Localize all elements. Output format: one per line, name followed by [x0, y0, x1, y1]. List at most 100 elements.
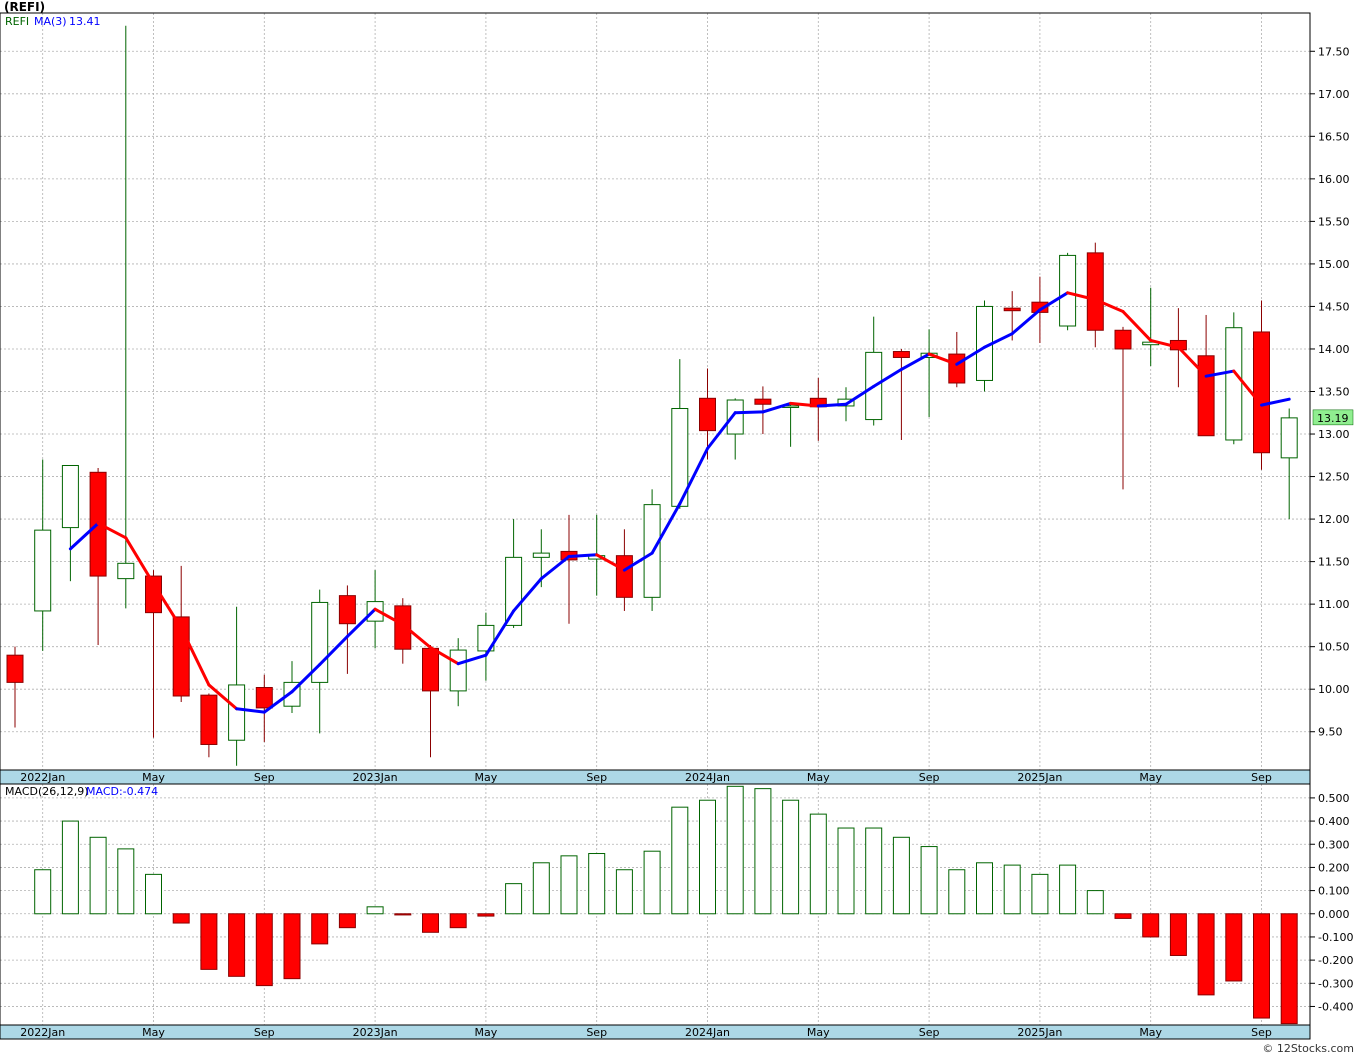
date-axis-label: May [807, 771, 830, 784]
ma-segment [927, 352, 959, 366]
price-y-tick-label: 16.50 [1318, 130, 1350, 143]
ma-segment [124, 536, 155, 586]
ma-segment [1232, 369, 1263, 407]
ma-segment [622, 551, 654, 572]
ma-legend-label: MA(3) [34, 15, 67, 28]
ma-segment [955, 345, 986, 366]
macd-bar-positive [34, 869, 52, 915]
ma-segment [1176, 345, 1208, 378]
candle-down [1003, 307, 1021, 312]
date-axis-label: May [1139, 1026, 1162, 1039]
macd-bar-positive [1059, 864, 1077, 915]
date-axis-label: 2022Jan [20, 1026, 65, 1039]
ma-segment [1066, 291, 1097, 302]
date-axis-label: Sep [586, 771, 607, 784]
date-axis-label: May [142, 771, 165, 784]
macd-bar-negative [311, 913, 329, 945]
date-axis-label: Sep [254, 771, 275, 784]
candle-up [1225, 327, 1243, 441]
macd-bar-positive [560, 855, 578, 915]
last-price-value: 13.19 [1317, 412, 1349, 425]
macd-bar-positive [588, 853, 606, 915]
price-y-tick-label: 11.00 [1318, 598, 1350, 611]
ma-segment [678, 446, 709, 506]
candle-down [1253, 331, 1270, 454]
ma-segment [733, 410, 765, 415]
candle-up [449, 649, 467, 692]
macd-bar-positive [505, 883, 523, 915]
ma-segment [539, 555, 571, 581]
date-axis-label: May [475, 1026, 498, 1039]
ma-segment [345, 607, 377, 638]
price-y-tick-label: 17.50 [1318, 45, 1350, 58]
macd-bar-negative [1197, 913, 1215, 996]
candle-up [34, 529, 52, 612]
macd-y-tick-label: -0.300 [1318, 977, 1353, 990]
macd-y-tick-label: 0.200 [1318, 861, 1350, 874]
date-axis-label: 2025Jan [1017, 1026, 1062, 1039]
macd-y-tick-label: 0.500 [1318, 792, 1350, 805]
candle-up [505, 556, 523, 626]
candle-up [532, 552, 550, 558]
ma-segment [68, 521, 100, 551]
candle-down [200, 694, 218, 745]
candle-down [394, 605, 412, 650]
macd-bar-positive [61, 820, 79, 915]
footer-credit: © 12Stocks.com [1262, 1042, 1354, 1055]
date-axis-label: May [475, 771, 498, 784]
ma-legend-value: 13.41 [69, 15, 101, 28]
macd-bar-negative [200, 913, 218, 970]
ma-segment [1121, 310, 1153, 342]
macd-bar-negative [1225, 913, 1243, 982]
ma-segment [179, 626, 211, 687]
macd-bar-positive [892, 836, 910, 915]
macd-bar-negative [422, 913, 439, 933]
macd-bar-negative [1114, 913, 1132, 919]
price-y-tick-label: 16.00 [1318, 173, 1350, 186]
macd-bar-positive [754, 788, 772, 915]
price-y-tick-label: 15.50 [1318, 215, 1350, 228]
price-y-tick-label: 9.50 [1318, 726, 1343, 739]
macd-bar-positive [809, 813, 827, 915]
candle-down [338, 595, 356, 625]
macd-y-tick-label: -0.400 [1318, 1000, 1353, 1013]
macd-bar-positive [1003, 864, 1021, 915]
macd-bar-negative [394, 913, 412, 916]
macd-bar-positive [782, 799, 800, 915]
macd-bar-positive [1086, 890, 1104, 915]
candle-down [1114, 329, 1132, 350]
ma-segment [1260, 397, 1291, 407]
price-y-tick-label: 15.00 [1318, 258, 1350, 271]
date-axis-label: 2023Jan [353, 771, 398, 784]
macd-bar-positive [117, 848, 135, 915]
macd-bar-positive [671, 806, 689, 915]
price-y-tick-label: 17.00 [1318, 88, 1350, 101]
macd-legend-label: MACD(26,12,9) [5, 785, 89, 798]
candle-up [726, 399, 744, 435]
price-y-tick-label: 10.00 [1318, 683, 1350, 696]
ma-segment [401, 623, 432, 650]
macd-bar-negative [1169, 913, 1187, 956]
candle-down [1197, 355, 1215, 437]
chart-title: (REFI) [4, 0, 45, 14]
price-y-tick-label: 12.50 [1318, 471, 1350, 484]
candle-down [892, 351, 910, 358]
macd-bar-positive [532, 862, 550, 915]
price-date-axis-band [0, 769, 1311, 785]
ma-segment [429, 646, 460, 666]
macd-histogram [34, 785, 1298, 1025]
macd-y-tick-label: -0.100 [1318, 931, 1353, 944]
ma-segment [484, 609, 516, 657]
ma-segment [1038, 291, 1070, 312]
ma-segment [1149, 338, 1180, 349]
macd-date-axis-band [0, 1024, 1311, 1040]
price-y-axis: 9.50 10.00 10.50 11.00 11.50 12.00 12.50 13.00 1… [1310, 45, 1350, 739]
date-axis-label: Sep [1251, 1026, 1272, 1039]
candle-down [699, 397, 716, 432]
price-y-tick-label: 14.50 [1318, 300, 1350, 313]
macd-bar-positive [615, 869, 633, 915]
ma-segment [1010, 308, 1042, 336]
ma-segment [844, 384, 876, 406]
macd-bar-positive [837, 827, 855, 915]
